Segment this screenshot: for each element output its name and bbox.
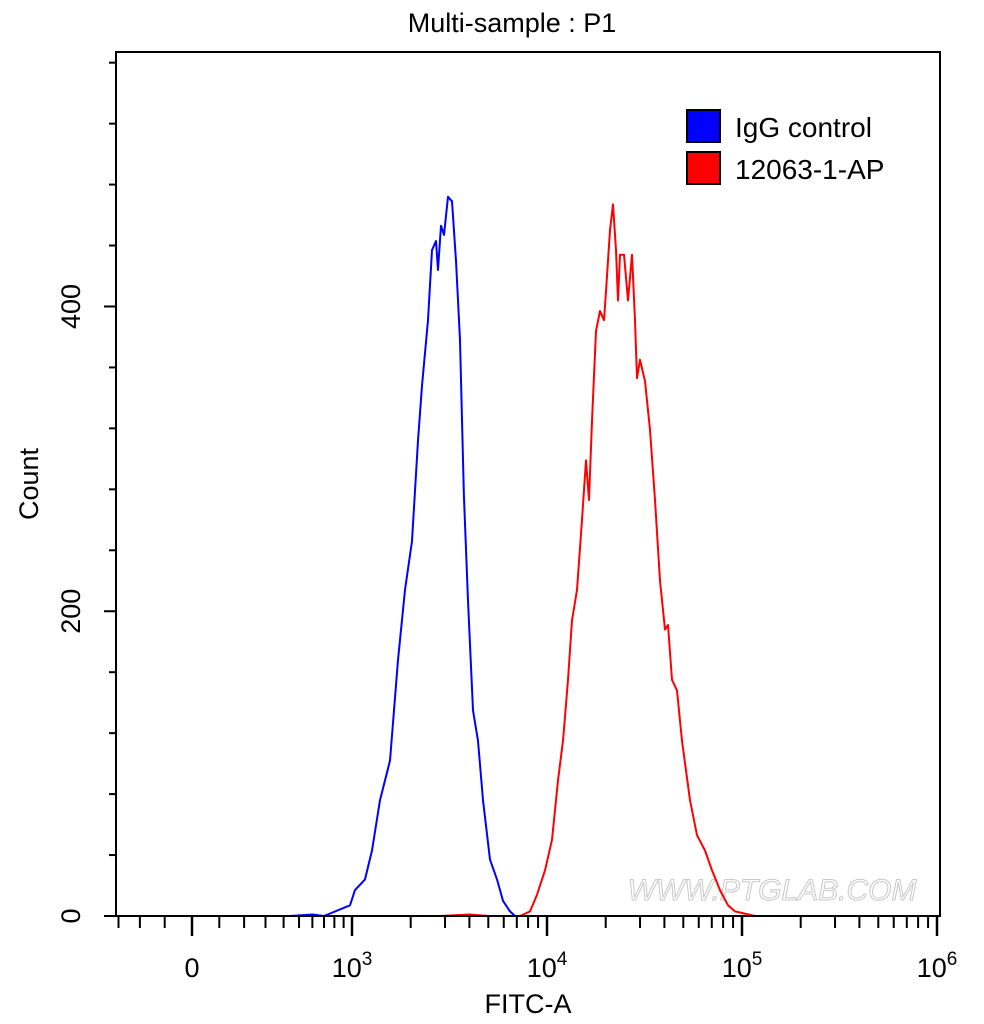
x-tick-label: 106 bbox=[917, 949, 958, 983]
axes: 0 200 400 0 103 104 105 106 bbox=[56, 61, 958, 983]
series-line-12063-1-ap bbox=[439, 203, 756, 917]
legend-label: 12063-1-AP bbox=[735, 154, 884, 185]
series-layer bbox=[290, 195, 756, 917]
legend-label: IgG control bbox=[735, 112, 872, 143]
y-tick-label: 400 bbox=[56, 284, 86, 329]
watermark-text: WWW.PTGLAB.COM bbox=[628, 874, 917, 907]
y-tick-label: 200 bbox=[56, 589, 86, 634]
legend-swatch bbox=[686, 151, 721, 185]
chart-title: Multi-sample : P1 bbox=[408, 8, 617, 38]
watermark: WWW.PTGLAB.COM bbox=[627, 874, 917, 908]
x-tick-label: 0 bbox=[184, 953, 199, 983]
x-axis-label: FITC-A bbox=[485, 989, 572, 1019]
legend: IgG control 12063-1-AP bbox=[686, 109, 884, 185]
series-line-igg-control bbox=[290, 195, 516, 917]
y-tick-label: 0 bbox=[56, 908, 86, 923]
legend-swatch bbox=[686, 109, 721, 143]
x-tick-label: 104 bbox=[527, 949, 568, 983]
y-axis-label: Count bbox=[14, 447, 44, 520]
x-tick-label: 105 bbox=[722, 949, 763, 983]
x-tick-label: 103 bbox=[332, 949, 373, 983]
